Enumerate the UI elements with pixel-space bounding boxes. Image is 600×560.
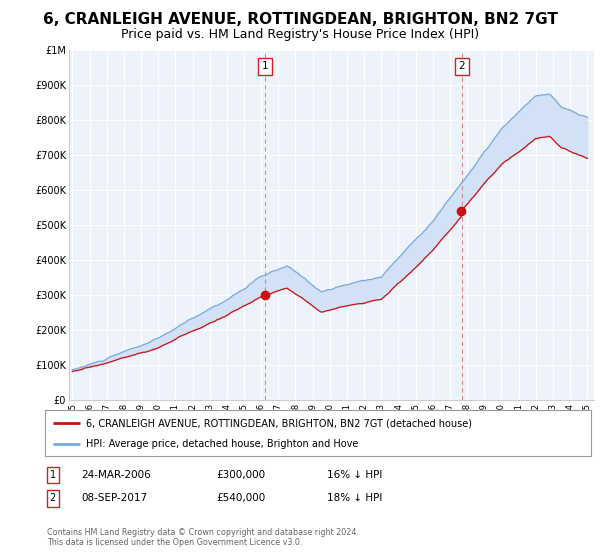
Text: £300,000: £300,000 <box>216 470 265 480</box>
Text: 1: 1 <box>262 61 268 71</box>
Text: Contains HM Land Registry data © Crown copyright and database right 2024.
This d: Contains HM Land Registry data © Crown c… <box>47 528 359 547</box>
Text: 24-MAR-2006: 24-MAR-2006 <box>81 470 151 480</box>
Text: 6, CRANLEIGH AVENUE, ROTTINGDEAN, BRIGHTON, BN2 7GT (detached house): 6, CRANLEIGH AVENUE, ROTTINGDEAN, BRIGHT… <box>86 418 472 428</box>
Text: 2: 2 <box>50 493 56 503</box>
Text: 2: 2 <box>458 61 465 71</box>
Text: £540,000: £540,000 <box>216 493 265 503</box>
Text: Price paid vs. HM Land Registry's House Price Index (HPI): Price paid vs. HM Land Registry's House … <box>121 28 479 41</box>
Text: 18% ↓ HPI: 18% ↓ HPI <box>327 493 382 503</box>
Text: 08-SEP-2017: 08-SEP-2017 <box>81 493 147 503</box>
Text: 1: 1 <box>50 470 56 480</box>
Text: 16% ↓ HPI: 16% ↓ HPI <box>327 470 382 480</box>
Text: HPI: Average price, detached house, Brighton and Hove: HPI: Average price, detached house, Brig… <box>86 440 358 450</box>
Text: 6, CRANLEIGH AVENUE, ROTTINGDEAN, BRIGHTON, BN2 7GT: 6, CRANLEIGH AVENUE, ROTTINGDEAN, BRIGHT… <box>43 12 557 27</box>
